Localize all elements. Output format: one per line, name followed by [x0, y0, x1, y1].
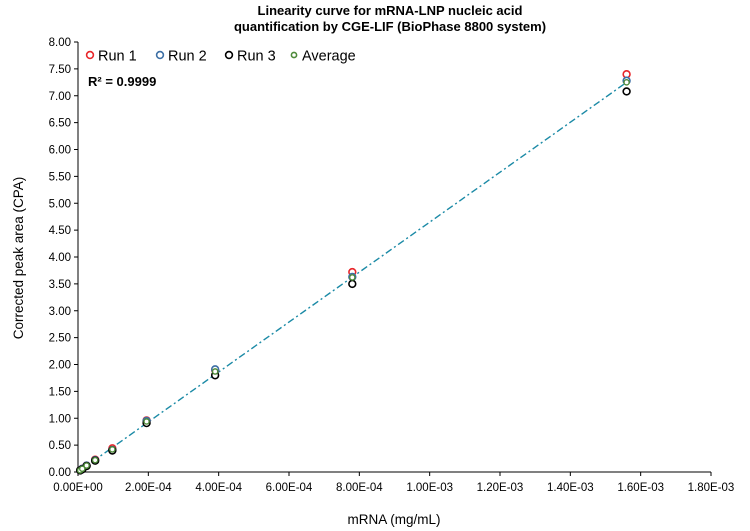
y-axis-label: Corrected peak area (CPA) — [11, 177, 26, 340]
legend-marker — [85, 50, 95, 60]
data-point — [91, 456, 99, 464]
data-point — [143, 418, 150, 425]
y-tick-label: 0.50 — [49, 440, 71, 452]
x-tick-label: 8.00E-04 — [336, 482, 383, 494]
x-tick-label: 2.00E-04 — [125, 482, 172, 494]
legend: Run 1 Run 2 Run 3 Average — [85, 49, 356, 65]
y-tick-label: 3.00 — [49, 306, 71, 318]
series-average — [76, 79, 630, 474]
y-axis-ticks: 0.00 0.50 1.00 1.50 2.00 2.50 3.00 3.50 4.00 4.50… — [49, 37, 78, 479]
legend-marker — [155, 50, 165, 60]
r-squared-annotation: R² = 0.9999 — [88, 74, 156, 89]
series-run-3 — [75, 87, 631, 475]
legend-marker — [290, 51, 298, 59]
x-tick-label: 1.80E-03 — [688, 482, 735, 494]
x-tick-label: 4.00E-04 — [195, 482, 242, 494]
data-point — [78, 465, 86, 473]
data-point — [348, 274, 356, 281]
legend-marker — [224, 50, 234, 60]
y-tick-label: 2.50 — [49, 333, 71, 345]
x-tick-label: 1.00E-03 — [406, 482, 453, 494]
y-tick-label: 8.00 — [49, 37, 71, 49]
y-tick-label: 5.50 — [49, 171, 71, 183]
y-tick-label: 0.00 — [49, 467, 71, 479]
data-point — [622, 87, 631, 96]
y-tick-label: 7.50 — [49, 64, 71, 76]
x-tick-label: 1.60E-03 — [617, 482, 664, 494]
data-point — [109, 446, 116, 453]
legend-label: Average — [302, 49, 356, 65]
legend-item: Run 1 — [85, 49, 137, 65]
x-axis-ticks: 0.00E+00 2.00E-04 4.00E-04 6.00E-04 8.00E-04… — [53, 472, 734, 494]
x-tick-label: 6.00E-04 — [266, 482, 313, 494]
legend-item: Average — [290, 49, 356, 65]
y-tick-label: 2.00 — [49, 360, 71, 372]
data-point — [83, 462, 90, 469]
x-axis-label: mRNA (mg/mL) — [347, 512, 440, 527]
y-tick-label: 6.50 — [49, 118, 71, 130]
legend-item: Run 3 — [224, 49, 276, 65]
legend-item: Run 2 — [155, 49, 207, 65]
y-tick-label: 1.00 — [49, 413, 71, 425]
data-point — [348, 279, 357, 289]
y-tick-label: 4.50 — [49, 225, 71, 237]
x-tick-label: 1.40E-03 — [547, 482, 594, 494]
y-tick-label: 3.50 — [49, 279, 71, 291]
data-point — [623, 79, 630, 86]
chart-title-line-1: Linearity curve for mRNA-LNP nucleic aci… — [258, 3, 523, 18]
legend-label: Run 3 — [237, 49, 276, 65]
y-tick-label: 6.00 — [49, 145, 71, 157]
x-tick-label: 1.20E-03 — [477, 482, 524, 494]
y-tick-label: 5.00 — [49, 198, 71, 210]
plot-axes — [77, 42, 711, 473]
legend-label: Run 2 — [168, 49, 207, 65]
y-tick-label: 7.00 — [49, 91, 71, 103]
y-tick-label: 4.00 — [49, 252, 71, 264]
y-tick-label: 1.50 — [49, 386, 71, 398]
chart-title-line-2: quantification by CGE-LIF (BioPhase 8800… — [234, 19, 546, 34]
data-points — [75, 70, 631, 475]
x-tick-label: 0.00E+00 — [53, 482, 103, 494]
data-point — [211, 368, 219, 375]
legend-label: Run 1 — [98, 49, 137, 65]
series-run-1 — [75, 70, 631, 475]
